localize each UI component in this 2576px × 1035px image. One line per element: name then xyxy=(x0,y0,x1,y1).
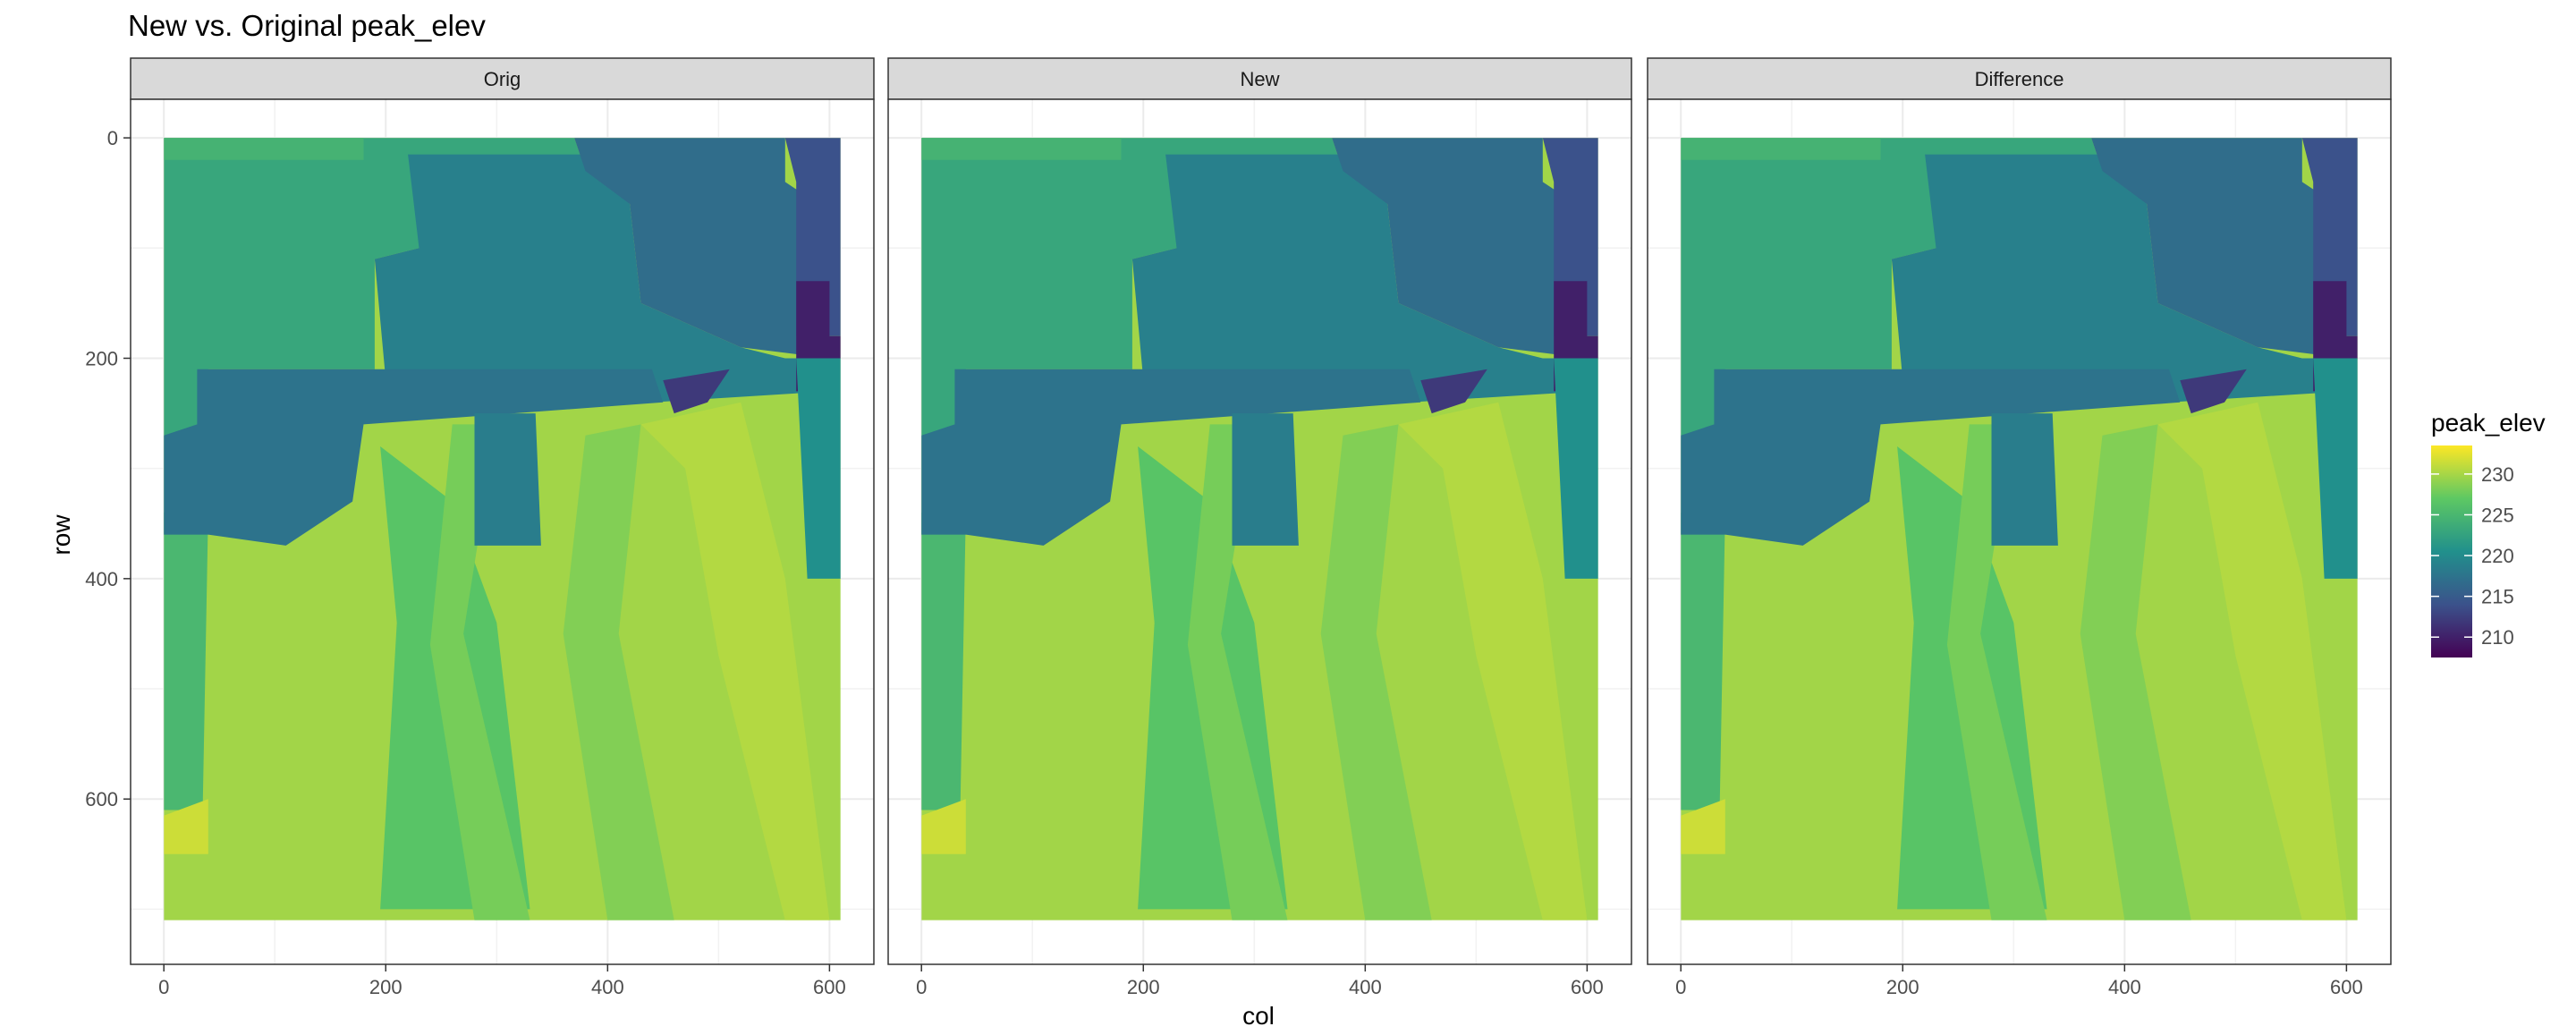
heatmap-region xyxy=(1554,358,1598,579)
heatmap-region xyxy=(921,799,966,854)
x-tick-label: 600 xyxy=(1571,976,1604,998)
y-axis-label: row xyxy=(47,514,75,556)
heatmap-region xyxy=(474,413,541,546)
heatmap-region xyxy=(921,512,966,810)
facet-strip-label: New xyxy=(1240,68,1279,90)
legend-tick-label: 215 xyxy=(2481,586,2514,608)
heatmap-tiles xyxy=(1681,138,2358,920)
heatmap-region xyxy=(1681,138,1881,160)
heatmap-region xyxy=(164,799,208,854)
heatmap-region xyxy=(429,424,530,920)
x-tick-label: 200 xyxy=(369,976,402,998)
heatmap-region xyxy=(1131,154,1588,403)
x-tick-label: 200 xyxy=(1127,976,1160,998)
x-tick-label: 600 xyxy=(2330,976,2363,998)
legend-colorbar xyxy=(2431,445,2472,657)
heatmap-region xyxy=(921,138,1343,535)
heatmap-region xyxy=(164,369,664,546)
facet-panel-orig: Orig 0 200 400 600 0 200 400 600 xyxy=(85,57,875,998)
panel-border xyxy=(887,98,1632,965)
heatmap-region xyxy=(563,424,674,920)
panel-border xyxy=(1647,98,2392,965)
heatmap-region xyxy=(164,138,586,535)
heatmap-region xyxy=(1398,402,1588,920)
y-tick-label: 400 xyxy=(85,568,118,590)
facet-panel-difference: Difference 0 200 400 600 xyxy=(1647,57,2392,998)
heatmap-region xyxy=(1991,413,2058,546)
legend-tick-label: 230 xyxy=(2481,463,2514,486)
heatmap-region xyxy=(374,154,830,403)
heatmap-region xyxy=(2157,402,2347,920)
color-legend: peak_elev 210 215 220 225 230 xyxy=(2431,409,2546,657)
x-tick-label: 400 xyxy=(2108,976,2141,998)
heatmap-region xyxy=(1681,512,1725,810)
heatmap-region xyxy=(1332,138,1588,359)
facet-panel-new: New 0 200 400 600 xyxy=(887,57,1632,998)
x-tick-label: 600 xyxy=(813,976,846,998)
heatmap-region xyxy=(2080,424,2191,920)
chart-title: New vs. Original peak_elev xyxy=(128,9,486,42)
x-tick-label: 0 xyxy=(1675,976,1686,998)
x-tick-label: 400 xyxy=(591,976,624,998)
heatmap-region xyxy=(1681,369,2181,546)
heatmap-region xyxy=(2313,358,2358,579)
panel-border xyxy=(130,98,875,965)
heatmap-region xyxy=(2180,369,2247,414)
heatmap-region xyxy=(164,138,364,160)
y-tick-label: 0 xyxy=(107,127,118,149)
y-tick-label: 200 xyxy=(85,347,118,369)
heatmap-region xyxy=(663,369,730,414)
heatmap-region xyxy=(1681,138,2103,535)
y-tick-label: 600 xyxy=(85,788,118,810)
heatmap-region xyxy=(1946,424,2047,920)
heatmap-region xyxy=(1187,424,1288,920)
legend-tick-label: 210 xyxy=(2481,626,2514,649)
heatmap-region xyxy=(796,358,841,579)
heatmap-region xyxy=(2091,138,2347,359)
x-tick-label: 200 xyxy=(1886,976,1919,998)
facet-strip-label: Orig xyxy=(484,68,521,90)
x-tick-label: 400 xyxy=(1349,976,1382,998)
heatmap-region xyxy=(1681,799,1725,854)
heatmap-region xyxy=(1420,369,1487,414)
heatmap-region xyxy=(921,369,1421,546)
heatmap-region xyxy=(1320,424,1432,920)
facet-strip xyxy=(887,57,1632,100)
facet-strip xyxy=(130,57,875,100)
x-tick-label: 0 xyxy=(158,976,169,998)
legend-tick-label: 220 xyxy=(2481,545,2514,567)
facet-strip-label: Difference xyxy=(1975,68,2064,90)
heatmap-region xyxy=(921,138,1122,160)
heatmap-region xyxy=(574,138,830,359)
heatmap-tiles xyxy=(921,138,1598,920)
heatmap-region xyxy=(164,512,208,810)
heatmap-tiles xyxy=(164,138,841,920)
x-tick-label: 0 xyxy=(916,976,927,998)
x-axis-label: col xyxy=(1242,1002,1275,1030)
legend-title: peak_elev xyxy=(2431,409,2546,437)
facet-strip xyxy=(1647,57,2392,100)
heatmap-region xyxy=(1891,154,2347,403)
heatmap-region xyxy=(640,402,830,920)
legend-tick-label: 225 xyxy=(2481,504,2514,526)
heatmap-region xyxy=(1232,413,1299,546)
